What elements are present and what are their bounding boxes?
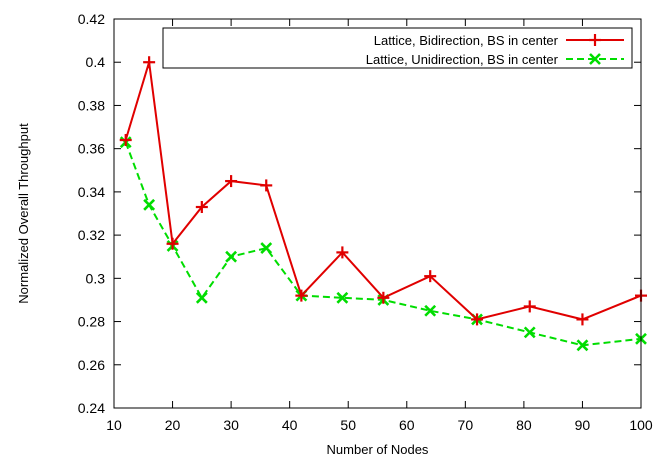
y-tick-label: 0.32 [78, 227, 105, 243]
x-marker [195, 291, 208, 304]
x-marker [225, 250, 238, 263]
legend-label: Lattice, Unidirection, BS in center [366, 52, 559, 67]
series-line [124, 141, 642, 347]
y-tick-label: 0.28 [78, 314, 105, 330]
y-tick-label: 0.34 [78, 184, 105, 200]
legend-label: Lattice, Bidirection, BS in center [374, 33, 559, 48]
y-tick-label: 0.42 [78, 11, 105, 27]
series-layer [119, 56, 647, 352]
plus-marker [377, 291, 390, 304]
x-tick-label: 60 [399, 417, 415, 433]
plus-marker [295, 289, 308, 302]
y-tick-label: 0.24 [78, 400, 105, 416]
plus-marker [471, 313, 484, 326]
y-tick-label: 0.38 [78, 97, 105, 113]
legend: Lattice, Bidirection, BS in center Lattic… [162, 27, 633, 69]
x-tick-label: 20 [165, 417, 181, 433]
plus-marker [336, 246, 349, 259]
legend-box [162, 27, 633, 69]
plus-marker [576, 313, 589, 326]
plus-marker [260, 179, 273, 192]
plus-marker [424, 270, 437, 283]
plot-frame [113, 18, 642, 409]
plus-marker [166, 237, 179, 250]
x-tick-label: 100 [629, 417, 653, 433]
x-tick-label: 50 [340, 417, 356, 433]
y-tick-label: 0.3 [86, 270, 106, 286]
x-tick-label: 40 [282, 417, 298, 433]
plus-marker [589, 34, 601, 46]
x-marker [260, 242, 273, 254]
tick-layer: 0.24 0.26 0.28 0.3 0.32 0.34 0.36 0.38 0.4 0.42 10… [78, 11, 653, 433]
series-line [124, 61, 642, 321]
x-tick-label: 90 [575, 417, 591, 433]
x-axis-title: Number of Nodes [327, 442, 429, 457]
x-marker [589, 53, 601, 65]
x-tick-label: 10 [106, 417, 122, 433]
x-tick-label: 80 [516, 417, 532, 433]
y-tick-label: 0.36 [78, 141, 105, 157]
x-marker [336, 291, 349, 304]
x-tick-label: 70 [458, 417, 474, 433]
x-marker [576, 339, 589, 352]
plus-marker [225, 175, 238, 188]
x-tick-label: 30 [223, 417, 239, 433]
plus-marker [119, 134, 132, 147]
plus-marker [143, 56, 156, 69]
y-tick-label: 0.26 [78, 357, 105, 373]
plus-marker [523, 300, 536, 313]
x-marker [143, 198, 156, 211]
y-tick-label: 0.4 [86, 54, 106, 70]
x-marker [424, 304, 437, 317]
y-axis-title: Normalized Overall Throughput [16, 123, 31, 304]
x-marker [523, 326, 536, 339]
plus-marker [195, 201, 208, 214]
